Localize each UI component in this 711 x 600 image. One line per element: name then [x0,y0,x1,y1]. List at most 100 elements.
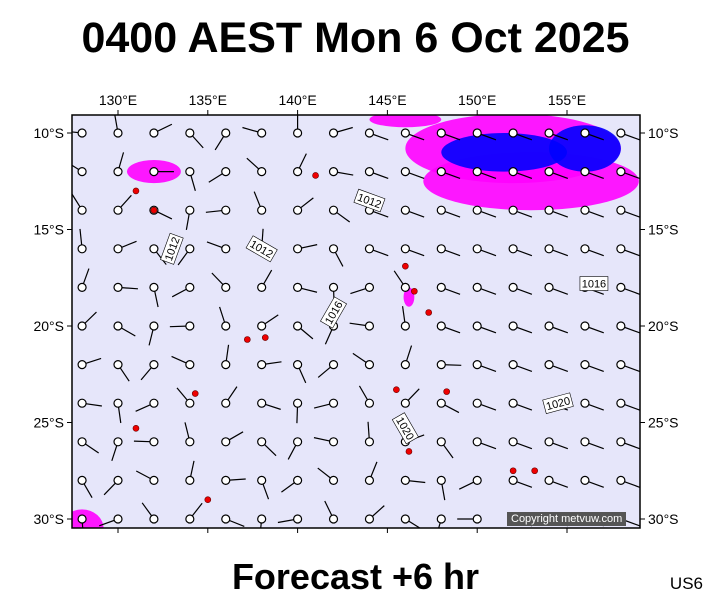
town-marker [150,206,158,214]
station-marker [364,360,375,370]
lon-label: 135°E [189,92,227,108]
station-marker [508,128,518,138]
station-marker [328,128,339,138]
station-marker [113,437,123,447]
lat-label-right: 10°S [648,125,679,141]
station-marker [149,514,159,524]
station-marker [364,128,375,138]
station-marker [221,514,231,524]
station-marker [257,167,267,177]
station-marker [328,514,339,524]
station-marker [508,321,518,331]
station-marker [616,244,626,254]
station-marker [257,514,267,524]
station-marker [472,514,482,524]
station-marker [580,167,590,177]
isobar-label-box [353,188,386,213]
station-marker [77,321,87,331]
lat-label-left: 20°S [33,318,64,334]
station-marker [221,282,231,292]
station-marker [580,360,590,370]
station-marker [436,398,446,408]
station-marker [257,282,267,292]
lat-label-right: 25°S [648,415,679,431]
station-marker [436,128,446,138]
lat-label-left: 25°S [33,415,64,431]
station-marker [328,360,339,370]
station-marker [113,321,123,331]
station-marker [185,167,195,177]
station-marker [257,128,267,138]
station-marker [472,360,482,370]
station-marker [508,205,518,215]
map-frame [71,114,641,529]
station-marker [364,244,375,254]
station-marker [472,437,482,447]
rain-area [72,509,104,528]
station-marker [472,398,482,408]
station-marker [149,128,159,138]
town-marker [191,390,199,397]
station-marker [436,244,446,254]
station-marker [472,244,482,254]
lat-label-right: 20°S [648,318,679,334]
town-marker [312,172,319,179]
station-marker [221,205,231,215]
station-marker [293,475,303,485]
station-marker [293,398,303,408]
station-marker [185,475,195,485]
station-marker [293,437,303,447]
station-marker [293,282,303,292]
station-marker [257,205,267,215]
station-marker [508,475,518,485]
station-marker [508,244,518,254]
station-marker [77,128,87,138]
town-marker [443,388,450,395]
station-marker [436,321,446,331]
station-marker [185,282,195,292]
station-marker [544,282,554,292]
station-marker [436,205,446,215]
station-marker [185,205,195,215]
station-marker [77,398,87,408]
station-marker [77,167,87,177]
station-marker [77,205,87,215]
station-marker [508,398,518,408]
station-marker [77,360,87,370]
isobar-label-box [579,276,609,291]
station-marker [472,282,482,292]
station-marker [293,514,303,524]
town-marker [393,386,400,393]
station-marker [293,167,303,177]
station-marker [436,514,446,524]
station-marker [293,360,303,370]
station-marker [113,514,123,524]
station-marker [616,282,626,292]
station-marker [616,205,626,215]
station-marker [113,398,123,408]
station-marker [328,167,339,177]
lon-label: 140°E [278,92,316,108]
station-marker [77,282,87,292]
rain-area [441,133,567,172]
station-marker [113,475,123,485]
town-marker [425,309,433,316]
station-marker [113,205,123,215]
station-marker [580,398,590,408]
station-marker [436,475,446,485]
station-marker [328,205,339,215]
lon-label: 130°E [99,92,137,108]
station-marker [328,475,339,485]
station-marker [221,398,231,408]
station-marker [400,475,410,485]
station-marker [77,475,87,485]
station-marker [257,437,267,447]
station-marker [400,244,410,254]
lat-label-right: 30°S [648,511,679,527]
station-marker [185,398,195,408]
station-marker [544,244,554,254]
station-marker [149,167,159,177]
station-marker [616,128,626,138]
station-marker [436,167,446,177]
